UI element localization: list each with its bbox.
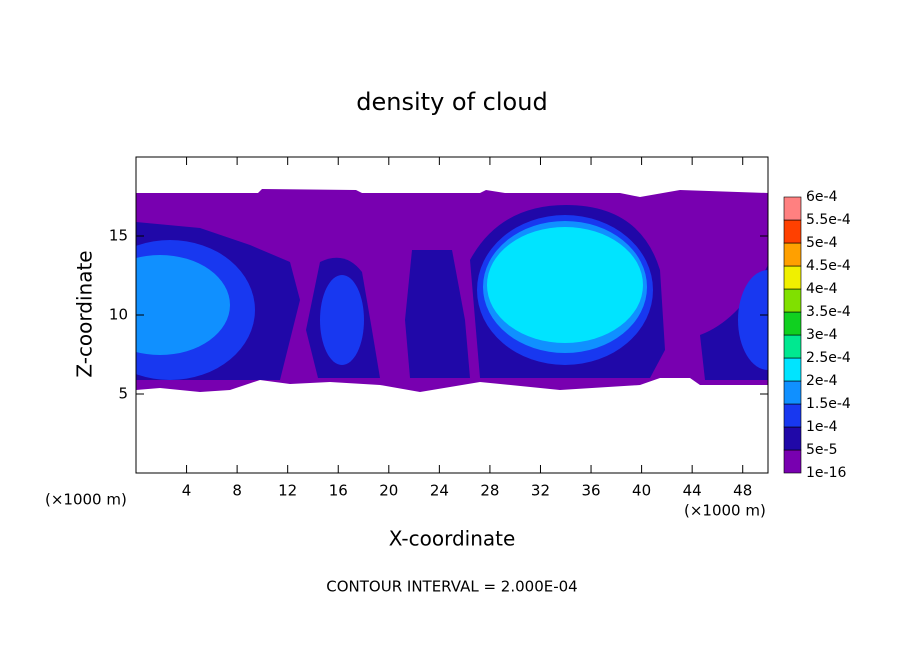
x-tick-label: 48: [733, 482, 752, 500]
x-tick-label: 12: [278, 482, 297, 500]
colorbar-box: [783, 265, 802, 290]
colorbar-box: [783, 196, 802, 221]
colorbar-box: [783, 219, 802, 244]
y-axis-label: Z-coordinate: [73, 250, 97, 377]
colorbar-label: 4e-4: [806, 281, 838, 297]
field: [136, 189, 768, 392]
chart-title: density of cloud: [356, 88, 547, 116]
contour-region: [487, 227, 643, 343]
x-tick-label: 44: [683, 482, 702, 500]
colorbar-box: [783, 357, 802, 382]
colorbar-label: 5e-5: [806, 442, 837, 458]
y-tick-label: 10: [109, 306, 128, 324]
x-tick-label: 16: [329, 482, 348, 500]
x-tick-label: 4: [182, 482, 192, 500]
x-tick-label: 24: [430, 482, 449, 500]
colorbar-label: 5.5e-4: [806, 212, 851, 228]
colorbar-box: [783, 426, 802, 451]
x-tick-label: 20: [379, 482, 398, 500]
x-tick-label: 28: [480, 482, 499, 500]
contour-region: [738, 270, 768, 370]
x-unit: (×1000 m): [684, 502, 766, 520]
x-tick-label: 40: [632, 482, 651, 500]
x-tick-label: 8: [232, 482, 242, 500]
colorbar-box: [783, 311, 802, 336]
colorbar-box: [783, 449, 802, 474]
colorbar-label: 1e-16: [806, 465, 846, 481]
colorbar-box: [783, 242, 802, 267]
y-tick-label: 5: [118, 385, 128, 403]
y-tick-label: 15: [109, 227, 128, 245]
colorbar-box: [783, 380, 802, 405]
colorbar-box: [783, 403, 802, 428]
colorbar-label: 6e-4: [806, 189, 838, 205]
colorbar-label: 3e-4: [806, 327, 838, 343]
contour-region: [136, 255, 230, 355]
y-unit: (×1000 m): [45, 491, 127, 509]
colorbar-box: [783, 288, 802, 313]
colorbar-label: 1.5e-4: [806, 396, 851, 412]
annotation: CONTOUR INTERVAL = 2.000E-04: [326, 578, 577, 596]
x-tick-label: 36: [581, 482, 600, 500]
colorbar-label: 3.5e-4: [806, 304, 851, 320]
x-tick-label: 32: [531, 482, 550, 500]
x-axis-label: X-coordinate: [389, 527, 516, 551]
contour-region: [405, 250, 470, 378]
colorbar-label: 5e-4: [806, 235, 838, 251]
colorbar-box: [783, 334, 802, 359]
colorbar-label: 2.5e-4: [806, 350, 851, 366]
colorbar-label: 1e-4: [806, 419, 838, 435]
colorbar-label: 4.5e-4: [806, 258, 851, 274]
contour-region: [320, 275, 364, 365]
colorbar-label: 2e-4: [806, 373, 838, 389]
